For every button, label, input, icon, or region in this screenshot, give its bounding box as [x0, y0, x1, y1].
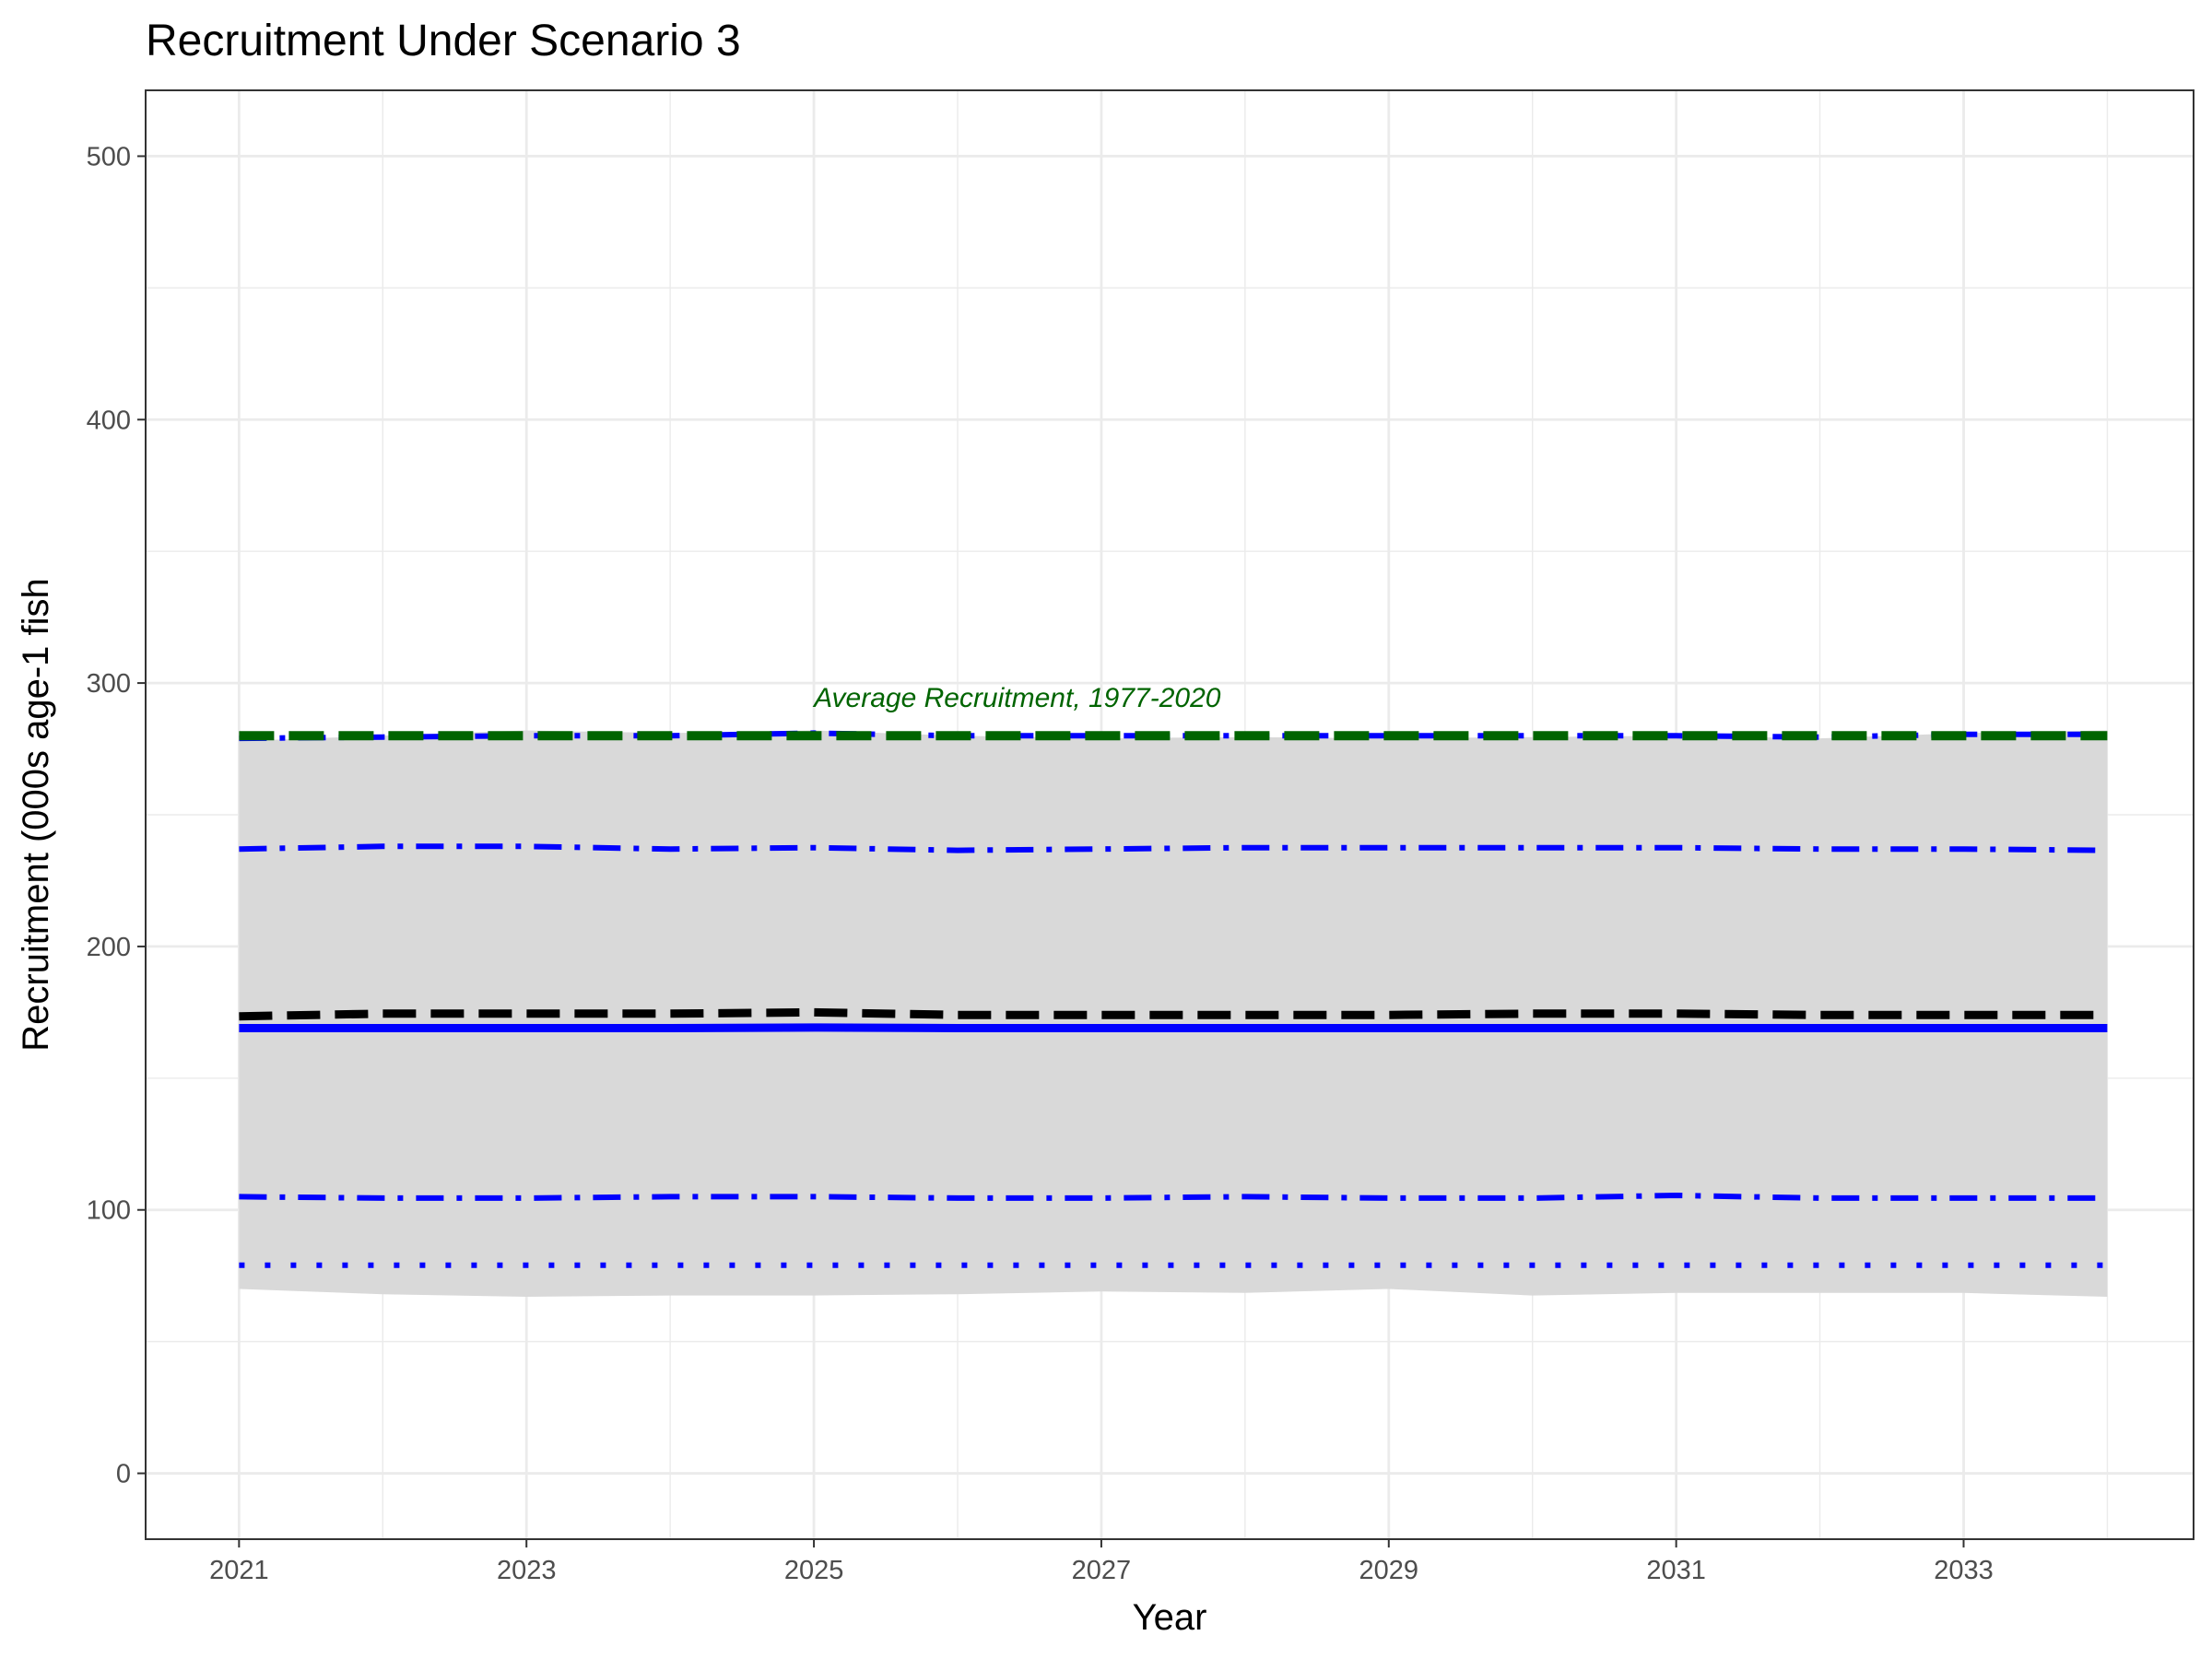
x-tick-label: 2021 — [209, 1556, 269, 1585]
x-tick-label: 2027 — [1072, 1556, 1132, 1585]
x-tick-label: 2033 — [1934, 1556, 1994, 1585]
x-tick-label: 2031 — [1646, 1556, 1706, 1585]
series-line-dotdash — [239, 1193, 2108, 1201]
x-tick-label: 2025 — [784, 1556, 844, 1585]
y-tick-label: 400 — [87, 406, 131, 435]
y-tick-label: 200 — [87, 933, 131, 962]
y-tick-label: 500 — [87, 142, 131, 171]
plot-panel-border — [145, 89, 2194, 1540]
axes-layer: 0 100 200 300 400 500 2021 2023 2025 2027 2029 2031… — [87, 142, 1994, 1585]
annotation-layer: Average Recruitment, 1977-2020 — [812, 683, 1221, 713]
y-tick-label: 0 — [116, 1460, 131, 1489]
series-layer — [239, 730, 2108, 1268]
y-tick-label: 300 — [87, 669, 131, 699]
y-axis-title: Recruitment (000s age-1 fish — [16, 578, 56, 1052]
series-line-solid — [239, 1023, 2108, 1032]
series-line-dotdash — [239, 843, 2108, 853]
chart-title: Recruitment Under Scenario 3 — [146, 17, 741, 65]
x-axis-title: Year — [1133, 1597, 1207, 1638]
y-tick-label: 100 — [87, 1196, 131, 1226]
x-tick-label: 2023 — [497, 1556, 557, 1585]
series-line-longdash — [239, 1007, 2108, 1021]
annotation-label: Average Recruitment, 1977-2020 — [812, 683, 1221, 713]
x-tick-label: 2029 — [1359, 1556, 1419, 1585]
